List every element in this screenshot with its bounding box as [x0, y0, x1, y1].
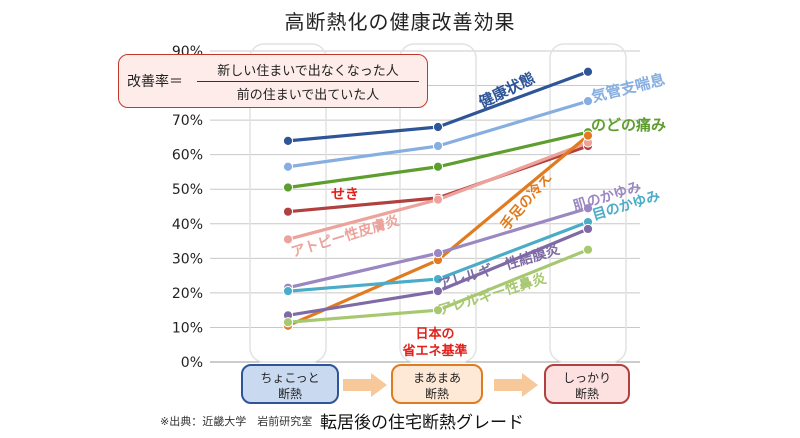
- y-tick-labels: 0%10%20%30%40%50%60%70%80%90%: [172, 44, 203, 371]
- standard-note-line2: 省エネ基準: [402, 344, 468, 359]
- standard-note-line1: 日本の: [415, 327, 455, 342]
- series-label: せき: [331, 187, 359, 203]
- grade-2-line2: 断熱: [424, 387, 449, 401]
- arrow-right-icon: [494, 373, 538, 397]
- data-point: [582, 66, 594, 77]
- data-point: [432, 194, 444, 205]
- fraction-bar: [197, 81, 419, 82]
- y-tick-label: 20%: [172, 286, 203, 302]
- series-label: 気管支喘息: [590, 70, 667, 106]
- x-axis-label: 転居後の住宅断熱グレード: [320, 413, 524, 433]
- series-label: 健康状態: [476, 69, 538, 111]
- data-point: [432, 305, 444, 316]
- data-point: [282, 317, 294, 328]
- chart-title: 高断熱化の健康改善効果: [284, 10, 516, 34]
- y-tick-label: 0%: [181, 355, 203, 371]
- category-column: [549, 43, 627, 363]
- data-point: [432, 161, 444, 172]
- data-point: [582, 203, 594, 214]
- series-label: アトピー性皮膚炎: [289, 212, 401, 261]
- source-note: ※出典：近畿大学 岩前研究室: [160, 415, 313, 428]
- series-line: [287, 99, 589, 169]
- arrow-right-icon: [343, 373, 387, 397]
- series-label: のどの痛み: [591, 116, 666, 134]
- data-point: [432, 140, 444, 152]
- data-point: [282, 286, 294, 297]
- data-point: [282, 206, 294, 217]
- y-tick-label: 60%: [172, 148, 203, 164]
- data-point: [432, 286, 444, 297]
- category-columns: [249, 43, 627, 363]
- data-point: [282, 135, 294, 146]
- energy-standard-note: 日本の 省エネ基準: [395, 326, 475, 360]
- formula-denominator: 前の住まいで出ていた人: [236, 88, 380, 103]
- grade-3-line1: しっかり: [562, 371, 611, 385]
- grade-box-2: まあまあ 断熱: [391, 364, 483, 404]
- improvement-formula: 改善率＝ 新しい住まいで出なくなった人 前の住まいで出ていた人: [118, 54, 428, 108]
- category-column: [249, 43, 327, 363]
- data-point: [282, 182, 294, 193]
- series-points: [282, 66, 594, 331]
- grade-3-line2: 断熱: [574, 387, 599, 401]
- grade-box-1: ちょこっと 断熱: [241, 364, 339, 404]
- y-tick-label: 10%: [172, 320, 203, 336]
- y-tick-label: 30%: [172, 251, 203, 267]
- formula-label: 改善率＝: [127, 74, 183, 90]
- formula-numerator: 新しい住まいで出なくなった人: [217, 64, 399, 79]
- y-tick-label: 50%: [172, 182, 203, 198]
- y-tick-label: 70%: [172, 113, 203, 129]
- data-point: [282, 161, 294, 172]
- data-point: [582, 244, 594, 255]
- data-point: [582, 130, 594, 141]
- data-point: [282, 234, 294, 245]
- data-point: [432, 248, 444, 259]
- grade-1-line2: 断熱: [277, 387, 302, 401]
- grade-box-3: しっかり 断熱: [544, 364, 630, 404]
- data-point: [582, 96, 594, 107]
- data-point: [432, 273, 444, 285]
- category-column: [399, 43, 477, 363]
- y-tick-label: 40%: [172, 217, 203, 233]
- grade-2-line1: まあまあ: [412, 371, 461, 385]
- data-point: [582, 223, 594, 235]
- data-point: [432, 121, 444, 133]
- grade-1-line1: ちょこっと: [260, 371, 320, 385]
